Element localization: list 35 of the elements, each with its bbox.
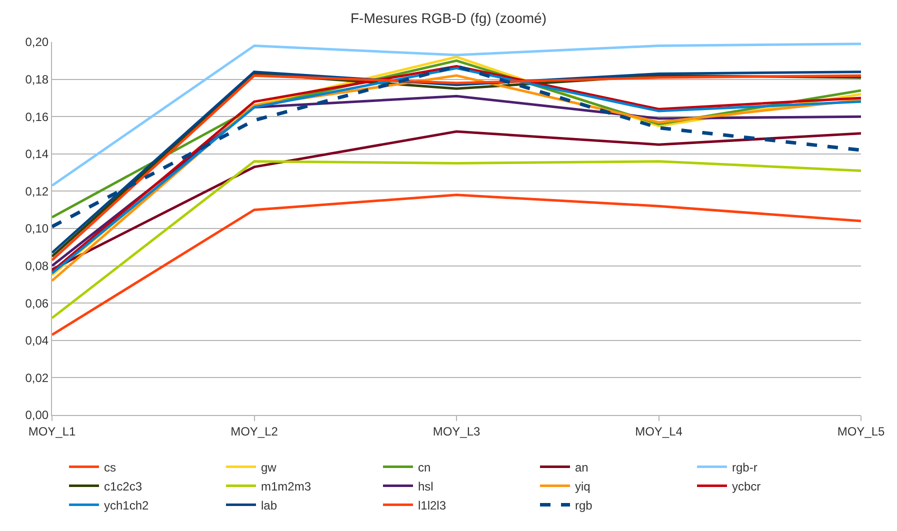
line-series bbox=[52, 160, 861, 320]
x-tick-label: MOY_L1 bbox=[28, 424, 76, 438]
legend-label: m1m2m3 bbox=[261, 479, 312, 494]
x-tick-label: MOY_L5 bbox=[837, 424, 885, 438]
legend-label: yiq bbox=[575, 479, 590, 494]
y-tick-label: 0,04 bbox=[25, 334, 49, 348]
legend-label: hsl bbox=[418, 479, 434, 494]
legend-label: cs bbox=[104, 460, 116, 474]
y-tick-label: 0,10 bbox=[25, 222, 49, 236]
y-tick-label: 0,08 bbox=[25, 259, 49, 273]
legend-label: c1c2c3 bbox=[104, 479, 142, 494]
legend-label: an bbox=[575, 460, 588, 474]
y-tick-label: 0,14 bbox=[25, 147, 49, 162]
x-tick-label: MOY_L3 bbox=[432, 424, 480, 438]
legend-label: ycbcr bbox=[732, 479, 761, 494]
legend-label: ych1ch2 bbox=[104, 498, 150, 512]
legend-label: rgb bbox=[575, 498, 593, 512]
legend-label: gw bbox=[261, 460, 277, 474]
y-tick-label: 0,02 bbox=[25, 370, 49, 385]
y-tick-label: 0,12 bbox=[25, 184, 49, 198]
y-tick-label: 0,06 bbox=[25, 296, 49, 310]
legend-label: cn bbox=[418, 460, 431, 474]
legend-label: l1l2l3 bbox=[418, 498, 446, 512]
y-tick-label: 0,20 bbox=[25, 35, 49, 50]
x-tick-label: MOY_L4 bbox=[635, 424, 683, 438]
y-tick-label: 0,00 bbox=[25, 408, 49, 422]
line-series bbox=[52, 42, 861, 187]
x-tick-label: MOY_L2 bbox=[230, 424, 278, 438]
line-series bbox=[52, 194, 861, 336]
legend-label: lab bbox=[261, 498, 278, 512]
chart-title: F-Mesures RGB-D (fg) (zoomé) bbox=[350, 10, 547, 26]
line-series bbox=[52, 130, 861, 271]
y-tick-label: 0,16 bbox=[25, 110, 49, 124]
y-tick-label: 0,18 bbox=[25, 72, 49, 86]
legend-label: rgb-r bbox=[732, 460, 758, 474]
